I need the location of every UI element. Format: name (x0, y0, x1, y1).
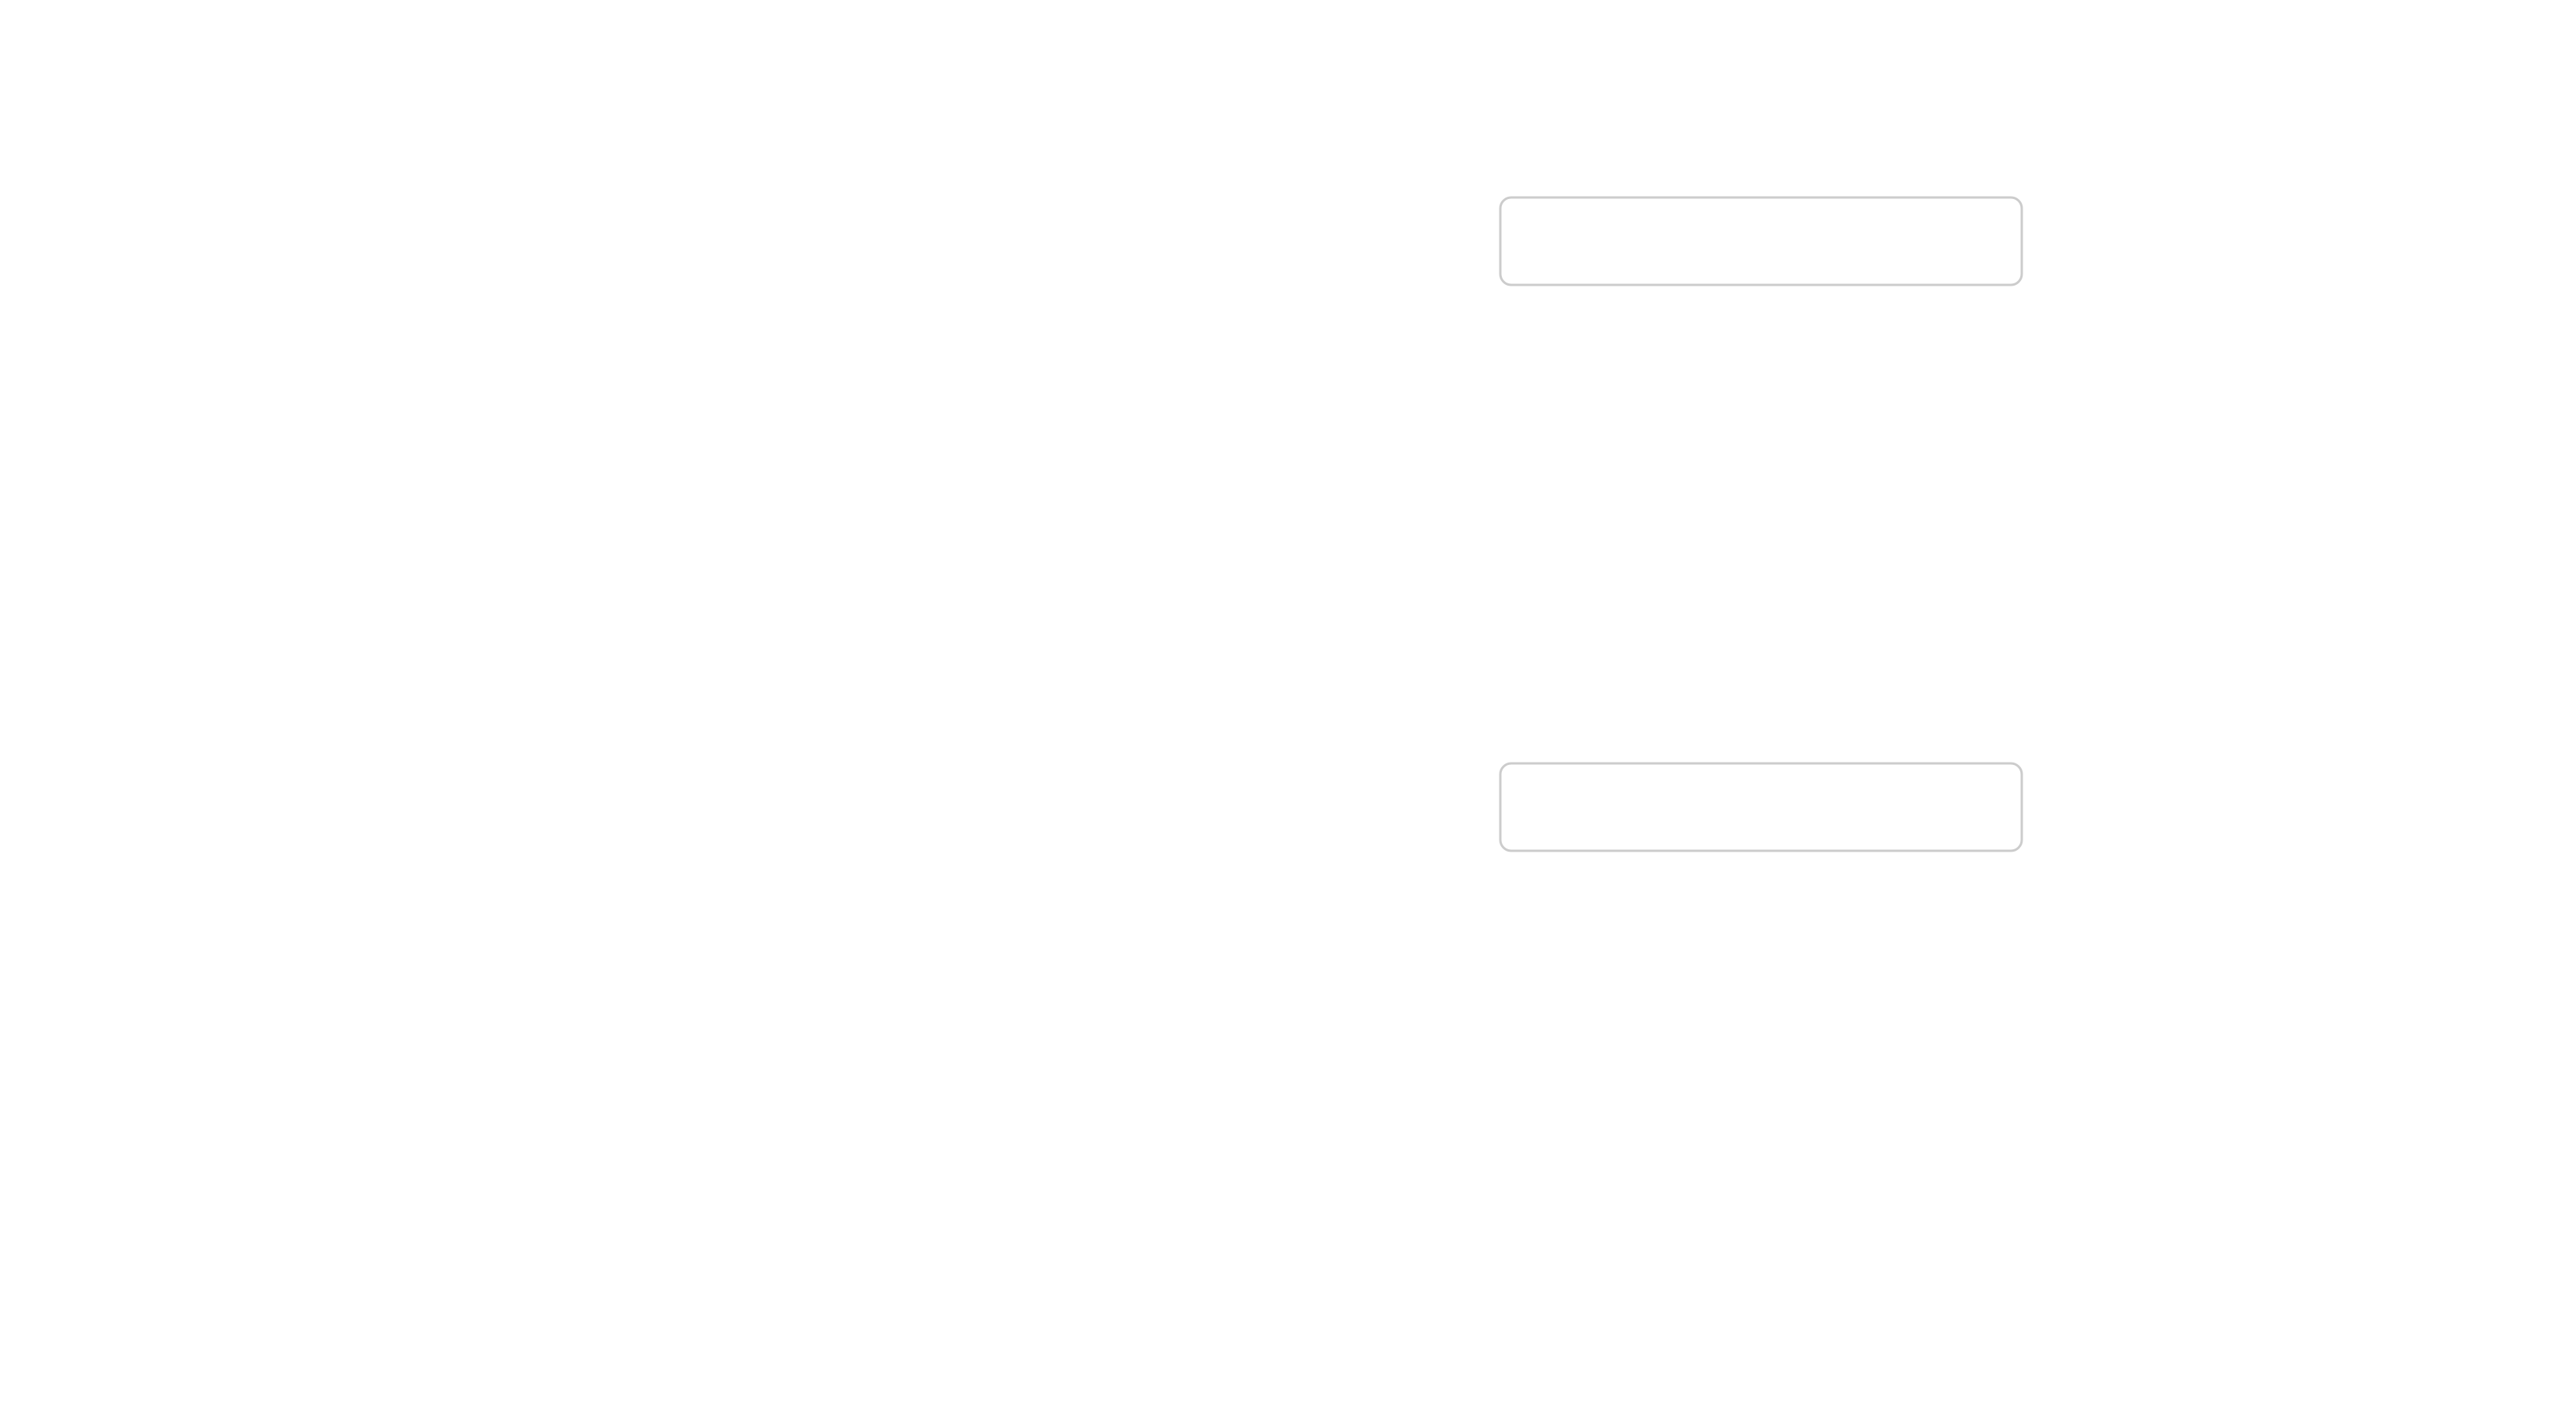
legend-longitudinal (1499, 196, 2023, 286)
legend-box (1499, 762, 2023, 852)
legend-transversal (1499, 762, 2023, 852)
legend-box (1499, 196, 2023, 286)
